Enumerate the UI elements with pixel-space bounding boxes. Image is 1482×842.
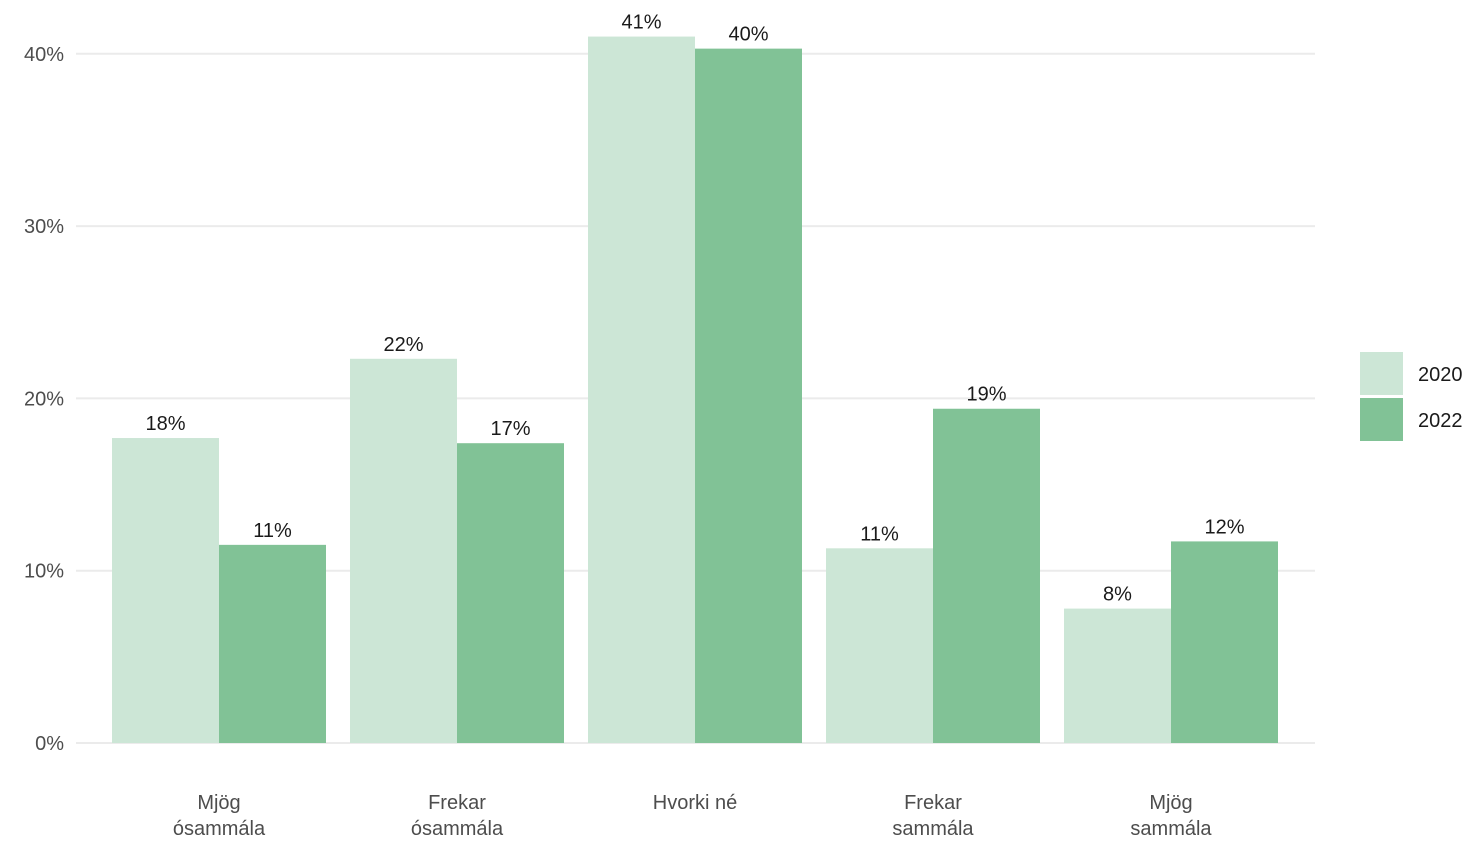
legend-swatch-2020 [1360,352,1403,395]
x-category-label: sammála [1130,818,1212,840]
bar-2020-3 [826,548,933,743]
data-label: 22% [383,334,423,356]
data-label: 8% [1103,584,1132,606]
bar-2022-3 [933,408,1040,743]
data-labels: 18% 22% 41% 11% 8% 11% 17% 40% 19% 12% [145,12,1244,606]
data-label: 11% [253,520,292,542]
x-category-label: Mjög [197,792,240,814]
bar-2022-4 [1171,541,1278,743]
y-tick-label: 0% [35,733,64,755]
x-category-label: Frekar [904,792,962,814]
legend: 2020 2022 [1360,352,1463,441]
data-label: 17% [490,418,530,440]
data-label: 41% [621,12,661,34]
legend-swatch-2022 [1360,398,1403,441]
bar-2022-2 [695,48,802,744]
bar-2020-0 [112,438,219,743]
y-tick-label: 10% [24,561,64,583]
legend-label: 2022 [1418,410,1463,432]
data-label: 40% [728,24,768,46]
bar-2020-4 [1064,608,1171,743]
data-label: 18% [145,413,185,435]
data-label: 19% [966,384,1006,406]
x-category-label: ósammála [411,818,504,840]
x-axis-category-labels: Mjög ósammála Frekar ósammála Hvorki né Freka… [173,792,1213,840]
y-tick-label: 20% [24,388,64,410]
y-axis-tick-labels: 0% 10% 20% 30% 40% [24,44,64,755]
x-category-label: sammála [892,818,974,840]
y-tick-label: 40% [24,44,64,66]
x-category-label: ósammála [173,818,266,840]
y-tick-label: 30% [24,216,64,238]
bar-2020-1 [350,358,457,743]
bars [112,36,1278,744]
x-category-label: Hvorki né [653,792,737,814]
bar-2020-2 [588,36,695,743]
data-label: 11% [860,523,899,545]
x-category-label: Mjög [1149,792,1192,814]
bar-2022-1 [457,443,564,743]
bar-2022-0 [219,544,326,743]
legend-label: 2020 [1418,364,1463,386]
x-category-label: Frekar [428,792,486,814]
data-label: 12% [1204,516,1244,538]
